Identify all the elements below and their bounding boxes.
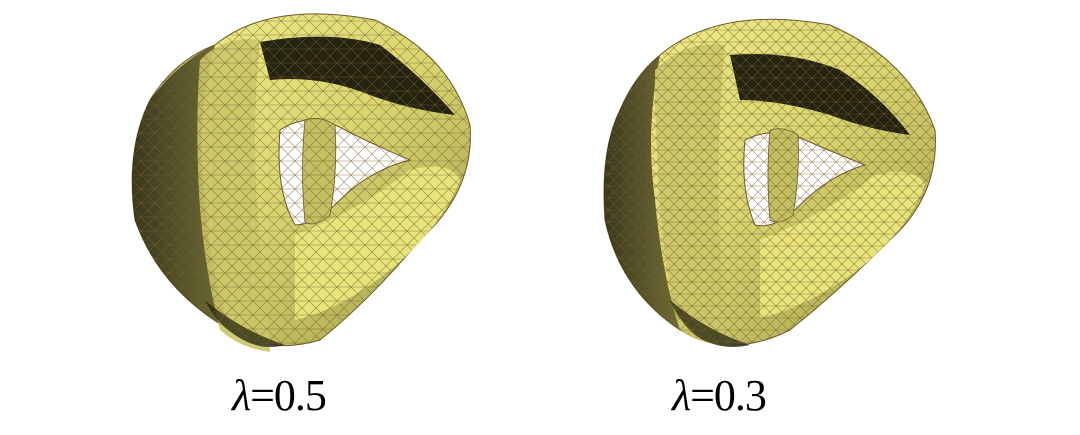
lambda-symbol: λ [232,371,251,420]
equals-sign: = [690,371,715,420]
equals-sign: = [250,371,275,420]
mesh-panel-lambda-0-3: λ=0.3 [590,0,970,435]
mesh-panel-lambda-0-5: λ=0.5 [120,0,500,435]
lambda-label: λ=0.5 [232,370,327,421]
triangle-torus-mesh-render [131,13,471,353]
lambda-symbol: λ [672,371,691,420]
lambda-value: 0.3 [713,371,767,420]
lambda-label: λ=0.3 [672,370,767,421]
triangle-torus-mesh-render [603,18,936,348]
lambda-value: 0.5 [273,371,327,420]
